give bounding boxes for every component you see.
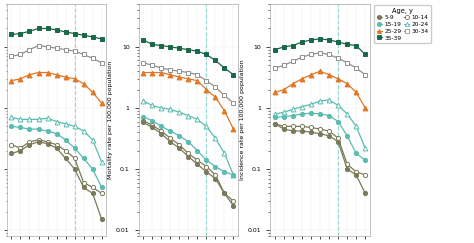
Y-axis label: Incidence rate per 100,000 population: Incidence rate per 100,000 population: [240, 60, 245, 180]
Y-axis label: Mortality rate per 100,000 population: Mortality rate per 100,000 population: [108, 61, 113, 179]
Legend: 5-9, 15-19, 25-29, 35-39, 10-14, 20-24, 30-34: 5-9, 15-19, 25-29, 35-39, 10-14, 20-24, …: [374, 5, 431, 43]
